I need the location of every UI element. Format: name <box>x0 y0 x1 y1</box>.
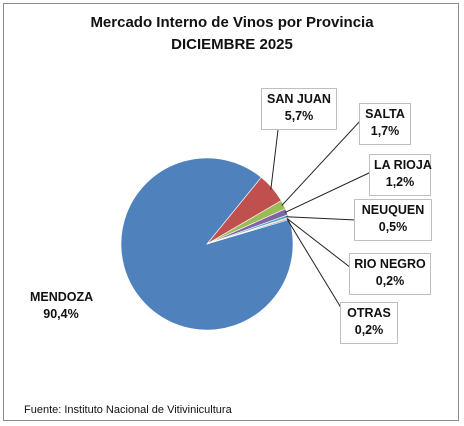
chart-title-line1: Mercado Interno de Vinos por Provincia <box>90 14 374 31</box>
data-label-category: NEUQUEN <box>361 203 425 217</box>
data-label-value: 1,2% <box>385 175 415 189</box>
data-label-category: OTRAS <box>347 306 391 320</box>
pie-slices <box>120 157 294 331</box>
leader-line-salta <box>281 119 362 206</box>
chart-title: Mercado Interno de Vinos por Provincia D… <box>0 12 464 56</box>
data-label-category: LA RIOJA <box>374 158 432 172</box>
leader-line-san-juan <box>270 129 279 190</box>
data-label-value: 1,7% <box>370 124 400 138</box>
pie-slice-otras <box>206 218 290 245</box>
data-label-value: 5,7% <box>284 109 314 123</box>
data-label-category: MENDOZA <box>30 290 94 304</box>
leader-line-la-rioja <box>284 171 372 214</box>
data-label-rio-negro: RIO NEGRO 0,2% <box>349 253 431 295</box>
data-label-la-rioja: LA RIOJA 1,2% <box>369 154 432 196</box>
source-note: Fuente: Instituto Nacional de Vitivinicu… <box>24 404 232 416</box>
data-label-value: 0,2% <box>375 274 405 288</box>
data-label-otras: OTRAS 0,2% <box>340 302 398 344</box>
leader-line-rio-negro <box>286 218 352 269</box>
data-label-category: SAN JUAN <box>267 92 331 106</box>
leader-lines <box>270 119 372 312</box>
data-label-san-juan: SAN JUAN 5,7% <box>261 88 337 130</box>
data-label-mendoza: MENDOZA 90,4% <box>30 289 94 331</box>
data-label-salta: SALTA 1,7% <box>359 103 411 145</box>
chart-title-line2: DICIEMBRE 2025 <box>171 36 293 53</box>
data-label-category: SALTA <box>365 107 405 121</box>
data-label-neuquen: NEUQUEN 0,5% <box>354 199 432 241</box>
data-label-value: 0,5% <box>378 220 408 234</box>
data-label-category: RIO NEGRO <box>354 257 426 271</box>
data-label-value: 0,2% <box>354 323 384 337</box>
data-label-value: 90,4% <box>43 307 79 321</box>
leader-line-neuquen <box>286 216 357 221</box>
leader-line-otras <box>286 219 344 312</box>
